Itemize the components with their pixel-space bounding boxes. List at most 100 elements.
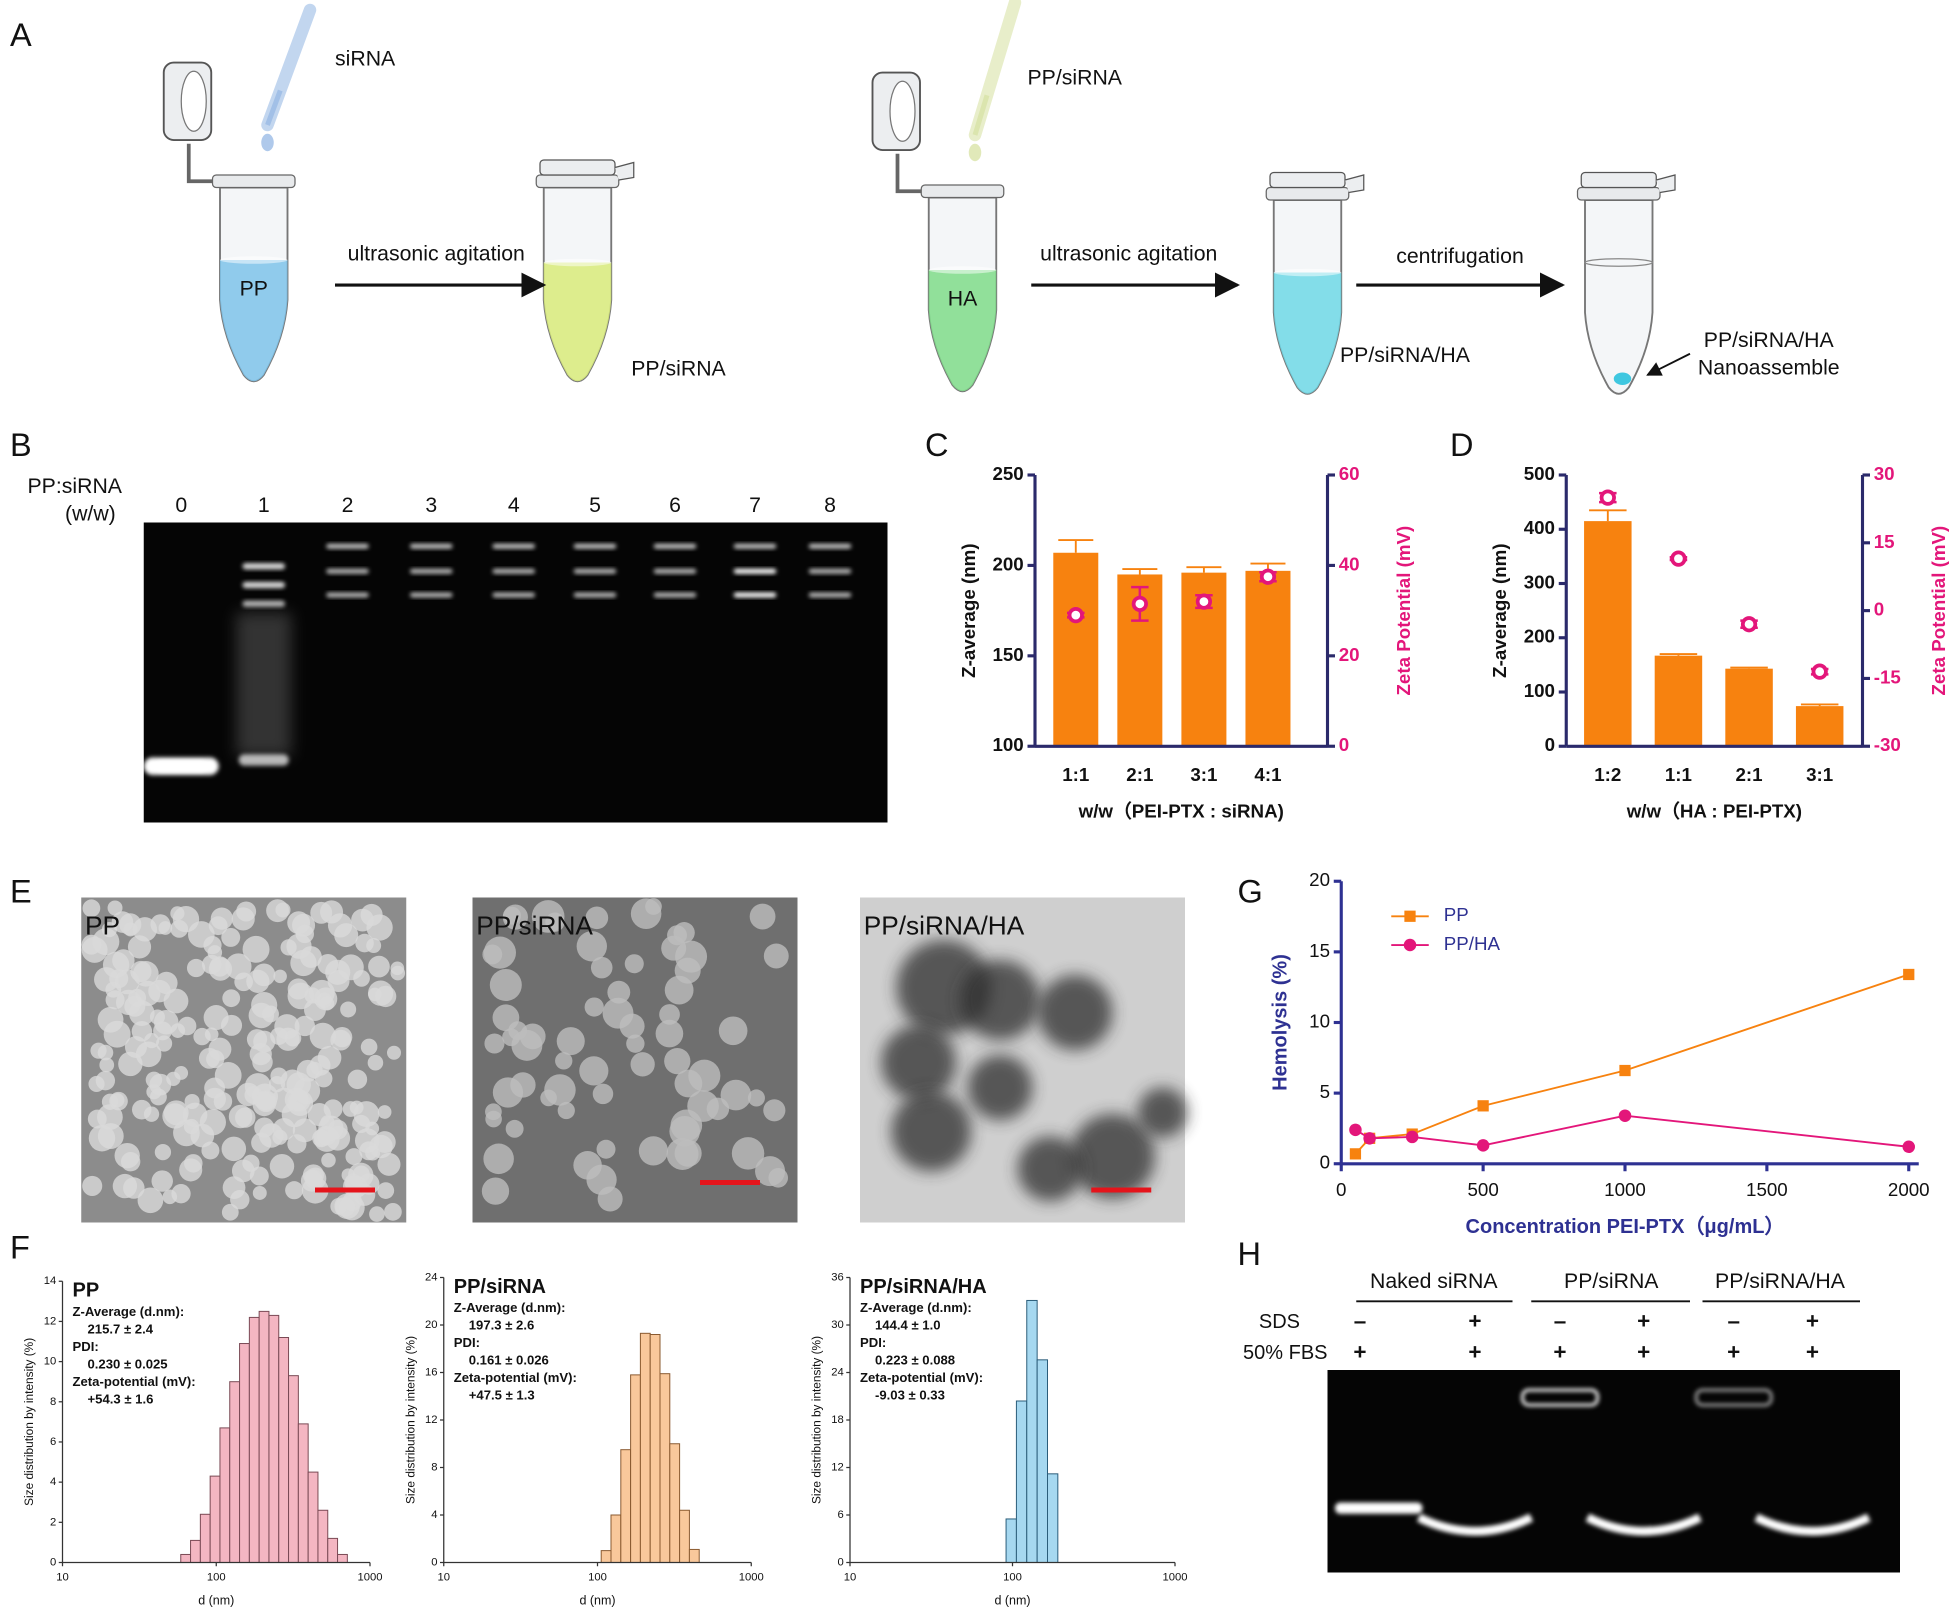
particle [170, 906, 185, 921]
particle [555, 1052, 573, 1070]
pipette-tip [265, 89, 283, 126]
particle [154, 1143, 172, 1161]
gel-band [653, 568, 697, 574]
particle [135, 980, 161, 1006]
particle [718, 1016, 748, 1046]
particle [177, 1016, 197, 1036]
y-axis-label: Size distribution by intensity (%) [22, 1338, 36, 1506]
lane-label: 2 [342, 493, 354, 517]
scheme-text: Nanoassemble [1698, 355, 1840, 379]
scheme-text: HA [948, 287, 978, 311]
y-tick-label: 24 [425, 1271, 438, 1283]
gel-band [573, 543, 617, 549]
marker [1476, 1139, 1490, 1152]
particle [179, 1158, 203, 1182]
x-tick-label: 1000 [1604, 1179, 1646, 1200]
y-tick-label: 14 [44, 1275, 57, 1287]
legend-marker [1404, 910, 1416, 922]
x-axis-label: d (nm) [198, 1594, 234, 1608]
particle [645, 898, 662, 915]
particle [316, 1126, 337, 1146]
particle [81, 934, 102, 955]
annotation: 0.223 ± 0.088 [875, 1353, 955, 1368]
particle [228, 1104, 253, 1129]
particle [281, 1101, 308, 1128]
particle [342, 1175, 364, 1197]
histogram-bar [649, 1333, 661, 1563]
pellet [1613, 372, 1632, 385]
marker [1477, 1100, 1489, 1112]
histogram-bar [199, 1513, 211, 1563]
scheme-text: PP/siRNA/HA [1340, 343, 1471, 367]
particle [340, 1001, 357, 1018]
y-tick-label: 12 [831, 1461, 844, 1473]
particle [655, 1019, 684, 1048]
particle [252, 963, 276, 987]
particle [249, 1166, 269, 1186]
particle [112, 1173, 138, 1199]
particle [659, 1004, 680, 1025]
y-axis-label: Size distribution by intensity (%) [403, 1336, 417, 1504]
particle [481, 1177, 510, 1205]
cap-tab [614, 161, 635, 181]
y2-tick-label: 60 [1339, 463, 1360, 484]
y-tick-label: 0 [837, 1556, 843, 1568]
bar [1245, 570, 1291, 747]
particle [202, 954, 222, 975]
particle [489, 968, 522, 1002]
tube-rim [535, 174, 620, 189]
x-tick-label: 10 [844, 1571, 857, 1583]
gel-title: (w/w) [65, 502, 116, 526]
annotation: Z-Average (d.nm): [73, 1304, 185, 1319]
particle [309, 1022, 337, 1050]
pipette-tip [972, 94, 990, 136]
y-tick-label: 0 [431, 1556, 437, 1568]
y-tick-label: 10 [44, 1356, 57, 1368]
marker [1619, 1064, 1631, 1077]
particle [273, 969, 287, 984]
histogram-bar [669, 1443, 681, 1563]
x-tick-label: 1:2 [1594, 764, 1621, 785]
bar [1795, 706, 1844, 747]
particle [149, 1088, 167, 1106]
annotation: +47.5 ± 1.3 [469, 1388, 535, 1403]
particle [203, 936, 222, 955]
gel-band [410, 543, 453, 549]
particle [242, 935, 270, 963]
aggregate [960, 960, 1040, 1040]
tube-liquid [543, 262, 612, 382]
particle [97, 1123, 124, 1149]
y-tick-label: 12 [425, 1414, 438, 1426]
y-axis-label: Z-average (nm) [958, 543, 979, 677]
x-tick-label: 2:1 [1126, 764, 1153, 785]
particle [483, 1143, 514, 1175]
y2-tick-label: -15 [1874, 666, 1901, 687]
histogram-bar [239, 1343, 250, 1563]
x-tick-label: 1000 [739, 1571, 764, 1583]
histogram-bar [688, 1548, 700, 1564]
histogram-bar [317, 1509, 329, 1563]
particle [347, 1069, 368, 1090]
zeta-marker [1811, 663, 1828, 680]
liquid-surface [220, 256, 288, 264]
group-label: PP/siRNA [1564, 1269, 1659, 1293]
histogram-bar [190, 1539, 201, 1563]
particle [503, 906, 521, 925]
aggregate [967, 1055, 1033, 1120]
gel-band [326, 568, 369, 574]
particle [317, 953, 339, 975]
y-tick-label: 15 [1309, 940, 1330, 961]
particle [367, 1054, 384, 1071]
particle [368, 955, 390, 978]
x-tick-label: 100 [588, 1571, 607, 1583]
particle [203, 1005, 229, 1031]
gel-band [1520, 1388, 1600, 1407]
gel-band [733, 543, 777, 549]
aggregate [881, 1025, 957, 1100]
histogram-bar [630, 1374, 641, 1564]
zeta-marker [1131, 595, 1148, 612]
legend-label: PP/HA [1444, 933, 1501, 954]
particle [251, 992, 278, 1019]
gel-band [573, 568, 617, 574]
histogram-bar [620, 1449, 632, 1563]
